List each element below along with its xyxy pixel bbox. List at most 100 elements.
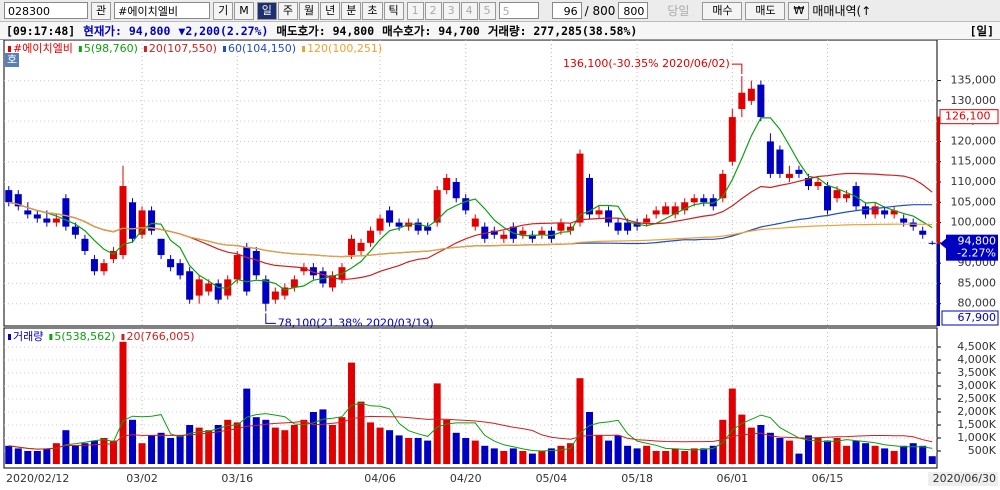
number-button[interactable]: 5 (478, 1, 496, 20)
select[interactable]: 5 (498, 2, 539, 19)
candle-body (167, 259, 175, 268)
number-button[interactable]: 3 (442, 1, 460, 20)
candle-body (890, 210, 898, 215)
toolbar-button[interactable]: 기 (213, 1, 234, 20)
number-button[interactable]: 1 (406, 1, 424, 20)
legend-swatch (302, 46, 306, 52)
volume-bar (328, 425, 336, 464)
volume-bar (633, 448, 641, 464)
sell-button[interactable]: 매도 (745, 1, 786, 20)
candle-body (557, 222, 565, 231)
candle-body (290, 279, 298, 288)
volume-bar (766, 432, 774, 464)
search-button[interactable]: 관 (91, 1, 112, 20)
candle-body (395, 222, 403, 227)
legend-swatch (8, 334, 11, 340)
ask: 매도호가: 94,800 (276, 23, 375, 38)
volume-bar (928, 456, 936, 464)
period-button[interactable]: 일 (256, 1, 277, 20)
volume-bar (728, 388, 736, 464)
candle-body (681, 202, 689, 211)
candle-body (452, 182, 460, 199)
legend-swatch (78, 46, 82, 52)
volume-bar (566, 443, 574, 464)
legend-label: 20(766,005) (126, 330, 194, 343)
candle-body (652, 210, 660, 215)
candle-body (100, 263, 108, 272)
candle-body (138, 210, 146, 235)
volume-bar (433, 383, 441, 464)
period-button[interactable]: 초 (362, 1, 383, 20)
count[interactable]: 96 (551, 2, 582, 19)
annotation: 136,100(-30.35% 2020/06/02) (563, 57, 730, 70)
history[interactable]: 매매내역(↑ (812, 4, 872, 18)
candle-body (586, 177, 594, 215)
candle-body (71, 226, 79, 235)
current-price: 현재가: 94,800 (83, 23, 171, 38)
y-tick-label: 85,000 (958, 276, 997, 289)
legend-swatch (8, 46, 11, 52)
candle-body (738, 92, 746, 109)
volume-bar (490, 448, 498, 464)
toolbar-button[interactable]: M (234, 1, 254, 20)
volume-bar (804, 435, 812, 464)
buy-button[interactable]: 매수 (702, 1, 743, 20)
legend-swatch (121, 334, 125, 340)
stock-name[interactable]: #에이치엘비 (114, 2, 211, 19)
candle-body (490, 230, 498, 235)
marker-box (946, 234, 998, 261)
volume-bar (281, 430, 289, 464)
period-button[interactable]: 주 (277, 1, 298, 20)
candle-body (347, 238, 355, 256)
x-tick-label: 05/18 (621, 472, 653, 485)
period-button[interactable]: 틱 (383, 1, 404, 20)
candle-body (614, 222, 622, 231)
volume-bar (785, 440, 793, 464)
candle-body (700, 198, 708, 203)
y-tick-label: 120,000 (951, 134, 997, 147)
today[interactable]: 당일 (667, 4, 690, 18)
volume-bar (528, 453, 536, 464)
candle-body (328, 275, 336, 288)
period-button[interactable]: 월 (299, 1, 320, 20)
volume-bar (5, 445, 13, 464)
candle-body (319, 271, 327, 284)
candle-body (643, 218, 651, 223)
candle-body (928, 242, 936, 244)
volume-bar (643, 445, 651, 464)
annotation-arrow (731, 63, 743, 75)
volume-bar (309, 412, 317, 464)
candle-body (157, 238, 165, 256)
volume-bar (405, 438, 413, 464)
volume-bar (747, 427, 755, 464)
volume-bar (176, 435, 184, 464)
volume-bar (119, 341, 127, 464)
legend-label: 거래량 (13, 330, 43, 343)
legend-swatch (49, 334, 53, 340)
volume-bar (233, 422, 241, 464)
candle-body (709, 198, 717, 207)
volume-bar (757, 425, 765, 464)
volume-bar (71, 445, 79, 464)
candle-body (243, 246, 251, 292)
number-button[interactable]: 4 (460, 1, 478, 20)
period-button[interactable]: 분 (341, 1, 362, 20)
period-button[interactable]: 년 (320, 1, 341, 20)
currency-button[interactable]: ₩ (788, 1, 810, 20)
volume-bar (43, 448, 51, 464)
volume-bar (338, 417, 346, 464)
bid: 매수호가: 94,700 (382, 23, 480, 38)
count2[interactable]: 800 (618, 2, 649, 19)
candle-body (547, 230, 555, 239)
volume-bar (14, 448, 22, 464)
marker-box (939, 109, 999, 125)
volume-bar (471, 440, 479, 464)
candle-body (300, 267, 308, 272)
volume-bar (624, 445, 632, 464)
volume-bar (462, 438, 470, 464)
candle-body (433, 190, 441, 223)
number-button[interactable]: 2 (424, 1, 442, 20)
stock-code[interactable]: 028300 (4, 2, 88, 19)
